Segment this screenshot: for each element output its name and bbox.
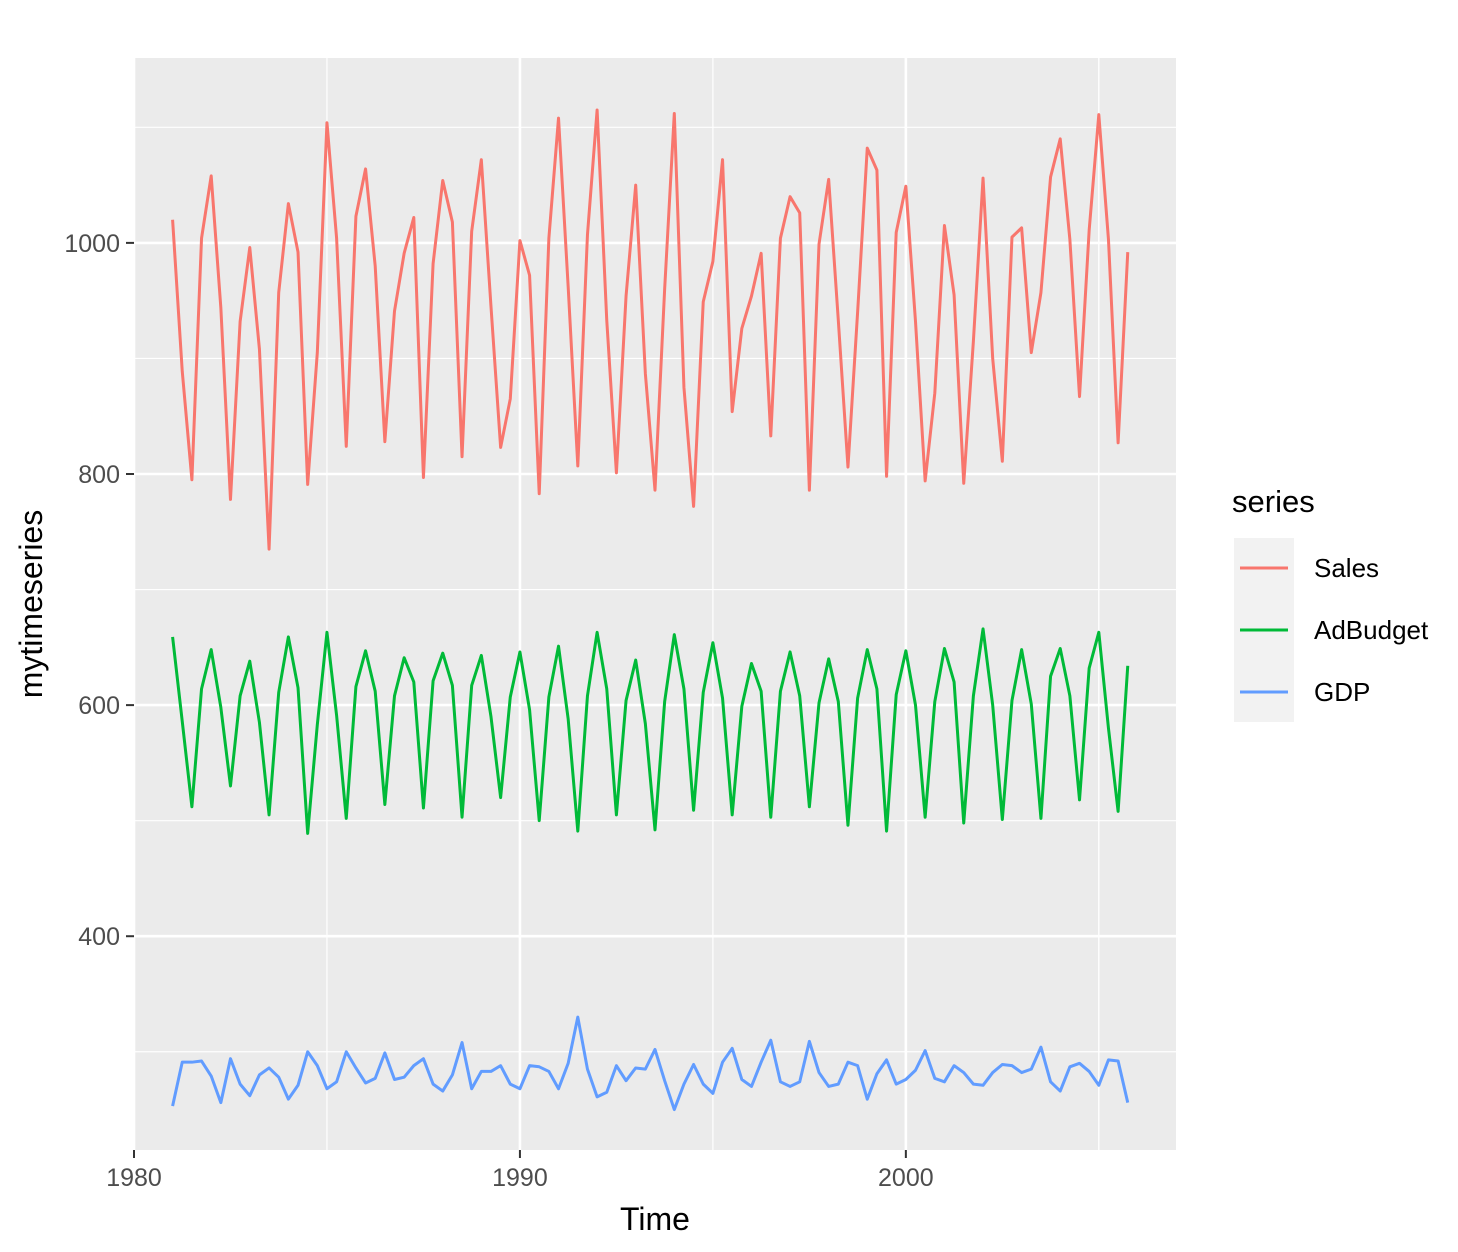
y-axis-title: mytimeseries — [13, 510, 49, 698]
series-line-gdp — [171, 1015, 1130, 1112]
y-axis: 400 600 800 1000 — [64, 230, 134, 951]
legend-items: Sales AdBudget GDP — [1240, 553, 1429, 707]
legend-label-gdp: GDP — [1314, 677, 1370, 707]
legend: series Sales AdBudget GDP — [1232, 484, 1429, 722]
series-lines — [171, 108, 1130, 1112]
y-tick-label: 600 — [78, 692, 120, 720]
series-line-sales — [171, 108, 1130, 551]
legend-label-sales: Sales — [1314, 553, 1379, 583]
y-tick-label: 800 — [78, 461, 120, 489]
x-tick-label: 1980 — [106, 1164, 162, 1192]
series-line-adbudget — [171, 627, 1130, 835]
y-tick-label: 1000 — [64, 230, 120, 258]
x-tick-label: 2000 — [878, 1164, 934, 1192]
plot-panel — [134, 58, 1176, 1150]
legend-title: series — [1232, 484, 1315, 519]
y-tick-label: 400 — [78, 923, 120, 951]
x-axis: 1980 1990 2000 — [106, 1150, 934, 1192]
x-tick-label: 1990 — [492, 1164, 548, 1192]
x-axis-title: Time — [620, 1201, 690, 1237]
legend-label-adbudget: AdBudget — [1314, 615, 1429, 645]
